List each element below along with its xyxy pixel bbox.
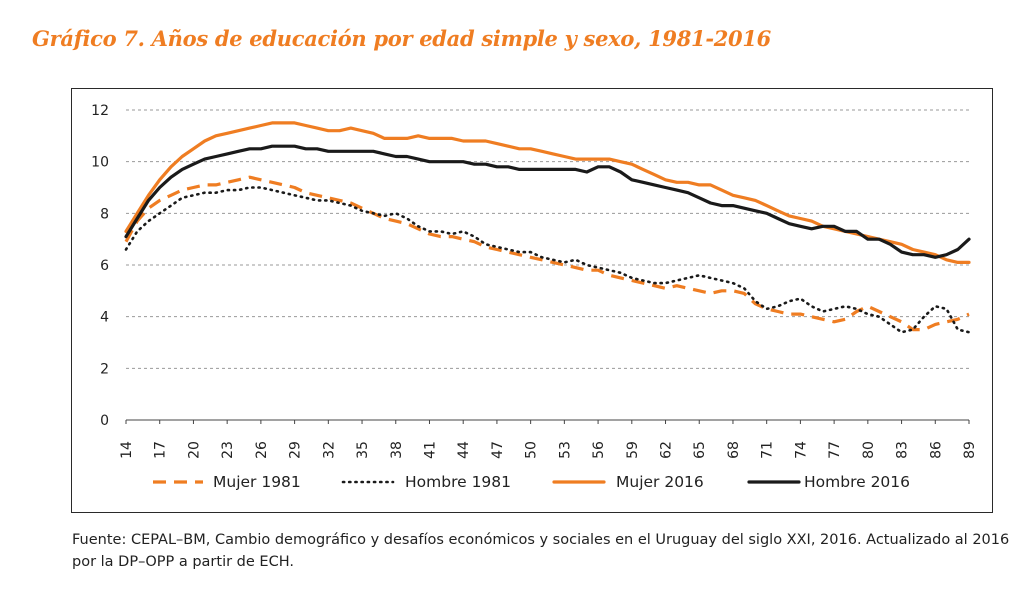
x-tick-label: 74 xyxy=(793,441,809,459)
series-lines xyxy=(124,121,971,334)
x-tick-label: 17 xyxy=(153,441,169,459)
x-tick-label: 77 xyxy=(827,441,843,459)
chart-frame xyxy=(71,88,993,513)
y-tick-label: 6 xyxy=(100,258,109,274)
legend: Mujer 1981 Hombre 1981 Mujer 2016 Hombre 20… xyxy=(153,473,910,491)
x-tick-label: 47 xyxy=(490,441,506,459)
x-tick-label: 41 xyxy=(422,441,438,459)
x-tick-label: 29 xyxy=(288,441,304,459)
y-tick-label: 4 xyxy=(100,310,109,326)
x-tick-label: 62 xyxy=(659,441,675,459)
chart-title: Gráfico 7. Años de educación por edad si… xyxy=(32,26,771,51)
x-tick-label: 20 xyxy=(186,441,202,459)
x-tick-label: 44 xyxy=(456,441,472,459)
x-tick-label: 71 xyxy=(760,441,776,459)
x-tick-label: 26 xyxy=(254,441,270,459)
series-line-hombre-1981 xyxy=(124,186,971,334)
x-tick-label: 80 xyxy=(861,441,877,459)
source-note: Fuente: CEPAL–BM, Cambio demográfico y d… xyxy=(72,532,1010,570)
x-tick-label: 86 xyxy=(928,441,944,459)
y-tick-label: 2 xyxy=(100,361,109,377)
legend-label-hombre-2016: Hombre 2016 xyxy=(804,473,910,491)
legend-label-mujer-1981: Mujer 1981 xyxy=(213,473,301,491)
x-tick-label: 32 xyxy=(321,441,337,459)
x-tick-label: 53 xyxy=(557,441,573,459)
legend-label-mujer-2016: Mujer 2016 xyxy=(616,473,704,491)
x-tick-label: 38 xyxy=(389,441,405,459)
x-tick-label: 56 xyxy=(591,441,607,459)
y-tick-label: 10 xyxy=(91,155,109,171)
x-tick-label: 23 xyxy=(220,441,236,459)
y-tick-label: 8 xyxy=(100,206,109,222)
x-tick-label: 14 xyxy=(119,441,135,459)
y-tick-label: 12 xyxy=(91,103,109,119)
gridlines xyxy=(126,109,969,369)
x-tick-label: 65 xyxy=(692,441,708,459)
x-tick-label: 50 xyxy=(524,441,540,459)
legend-label-hombre-1981: Hombre 1981 xyxy=(405,473,511,491)
x-tick-label: 35 xyxy=(355,441,371,459)
x-tick-label: 59 xyxy=(625,441,641,459)
x-tick-label: 83 xyxy=(895,441,911,459)
series-line-mujer-2016 xyxy=(124,121,971,264)
y-tick-label: 0 xyxy=(100,413,109,429)
series-line-hombre-2016 xyxy=(124,144,971,259)
x-tick-label: 89 xyxy=(962,441,978,459)
x-tick-label: 68 xyxy=(726,441,742,459)
